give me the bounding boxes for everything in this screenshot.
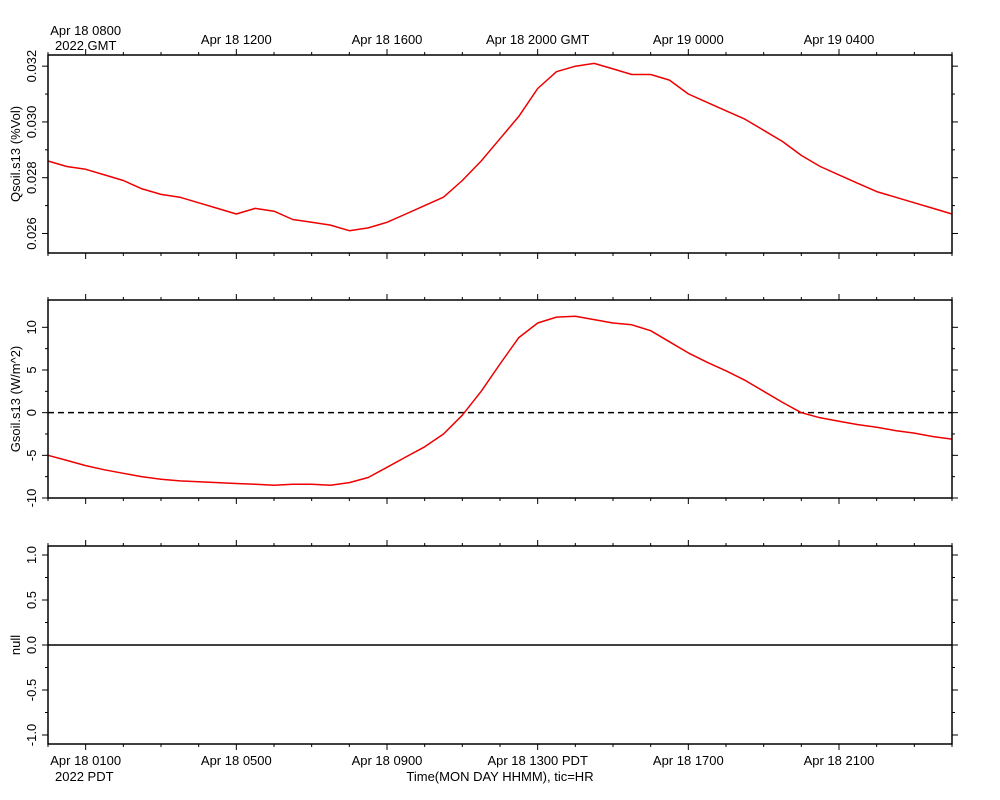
bottom-tick-label: Apr 18 1700 (653, 753, 724, 768)
y-tick-label: 0.026 (24, 217, 39, 250)
y-tick-label: 0.032 (24, 50, 39, 83)
plot-panel: -1.0 -0.5 0.0 0.5 1.0 (24, 540, 958, 750)
y-tick-label: -0.5 (24, 679, 39, 701)
y-tick-label: 10 (24, 320, 39, 334)
y-tick-label: -10 (24, 489, 39, 508)
top-tick-label: Apr 18 1200 (201, 32, 272, 47)
x-axis-title: Time(MON DAY HHMM), tic=HR (406, 769, 593, 784)
plot-panel: -10 -5 0 5 10 (24, 294, 958, 507)
top-axis: Apr 18 0800 Apr 18 1200 Apr 18 1600 Apr … (50, 23, 874, 53)
y-axis-title: Qsoil.s13 (%Vol) (8, 106, 23, 202)
y-tick-label: 0.028 (24, 161, 39, 194)
plot-panel: 0.026 0.028 0.030 0.032 (24, 49, 958, 259)
top-tick-label: Apr 18 1600 (352, 32, 423, 47)
y-tick-label: 5 (24, 366, 39, 373)
top-tick-label: Apr 19 0400 (804, 32, 875, 47)
y-axis-title: Gsoil.s13 (W/m^2) (8, 346, 23, 453)
bottom-tick-label: Apr 18 0100 (50, 753, 121, 768)
y-axis-titles: Qsoil.s13 (%Vol) Gsoil.s13 (W/m^2) null (8, 106, 23, 655)
panel-frame (47, 299, 953, 499)
bottom-tick-label: Apr 18 2100 (804, 753, 875, 768)
top-tick-label: Apr 18 2000 GMT (486, 32, 589, 47)
y-tick-label: -1.0 (24, 724, 39, 746)
y-tick-label: 0 (24, 409, 39, 416)
panel-frame (47, 545, 953, 745)
top-year-label: 2022 GMT (55, 38, 116, 53)
bottom-tick-label: Apr 18 0500 (201, 753, 272, 768)
y-tick-label: 1.0 (24, 546, 39, 564)
y-tick-label: -5 (24, 450, 39, 462)
top-tick-label: Apr 19 0000 (653, 32, 724, 47)
y-axis-title: null (8, 635, 23, 655)
y-tick-label: 0.030 (24, 106, 39, 139)
y-tick-label: 0.5 (24, 591, 39, 609)
bottom-year-label: 2022 PDT (55, 769, 114, 784)
bottom-tick-label: Apr 18 1300 PDT (487, 753, 588, 768)
plot-panels: 0.026 0.028 0.030 0.032 -10 -5 0 5 10 -1.0 -0.5 0.0… (24, 49, 958, 750)
bottom-axis: Apr 18 0100 Apr 18 0500 Apr 18 0900 Apr … (50, 753, 874, 784)
bottom-tick-label: Apr 18 0900 (352, 753, 423, 768)
series-line (47, 315, 953, 486)
y-tick-label: 0.0 (24, 636, 39, 654)
series-line (47, 62, 953, 232)
top-tick-label: Apr 18 0800 (50, 23, 121, 38)
panel-frame (47, 54, 953, 254)
